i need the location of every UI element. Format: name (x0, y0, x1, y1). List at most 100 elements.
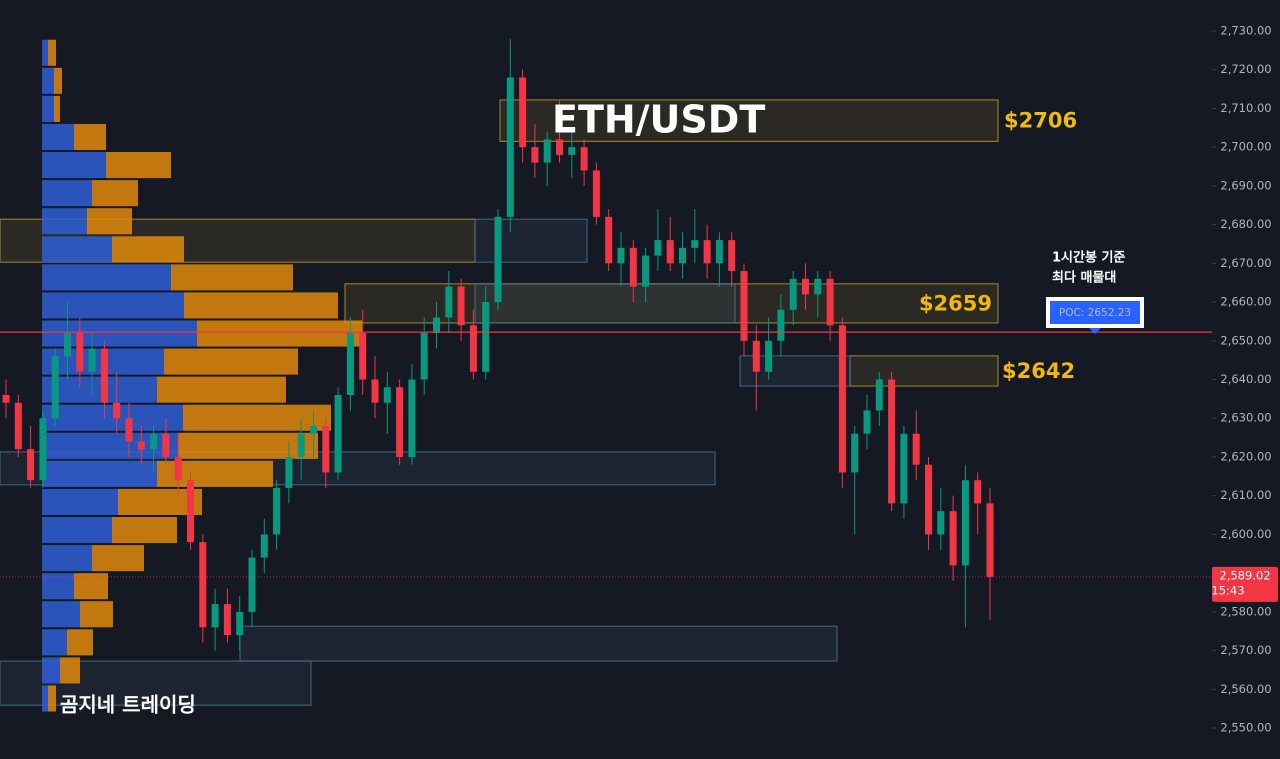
candle-body (605, 216, 613, 264)
zone (239, 625, 838, 662)
candle-body (273, 487, 281, 535)
candle-body (900, 433, 908, 504)
candle-body (162, 433, 170, 457)
y-tick-label: 2,580.00 (1220, 604, 1271, 618)
candle-body (863, 410, 871, 434)
candle-body (113, 402, 121, 419)
profile-sell (183, 404, 331, 431)
candle-body (654, 240, 662, 256)
candle-body (137, 441, 145, 450)
y-tick-label: 2,620.00 (1220, 449, 1271, 463)
candle-body (236, 611, 244, 636)
candle-body (14, 402, 22, 450)
profile-buy (42, 67, 54, 94)
candle-body (2, 394, 10, 403)
candle-body (64, 333, 71, 357)
price-axis: 2,550.002,560.002,570.002,580.002,590.00… (1211, 23, 1278, 735)
profile-sell (74, 573, 108, 600)
candle-body (961, 480, 969, 566)
candles (2, 38, 994, 651)
y-tick-label: 2,690.00 (1220, 178, 1271, 192)
candle-body (949, 511, 957, 566)
profile-buy (42, 180, 92, 207)
profile-buy (42, 488, 118, 516)
profile-sell (60, 657, 80, 684)
profile-buy (42, 432, 178, 459)
profile-sell (54, 67, 62, 94)
candle-body (888, 379, 896, 504)
profile-sell (74, 123, 106, 151)
profile-buy (42, 292, 184, 319)
candle-body (740, 271, 748, 341)
profile-sell (48, 685, 56, 712)
y-tick-label: 2,710.00 (1220, 101, 1271, 115)
candle-body (851, 433, 859, 473)
profile-buy (42, 236, 112, 263)
profile-sell (80, 601, 113, 628)
profile-buy (42, 208, 87, 235)
profile-sell (106, 152, 171, 179)
profile-sell (178, 432, 318, 459)
profile-buy (42, 573, 74, 600)
y-tick-label: 2,600.00 (1220, 527, 1271, 541)
candle-body (248, 557, 256, 612)
poc-label: POC: 2652.23 (1059, 307, 1131, 319)
candle-body (420, 333, 428, 380)
profile-sell (92, 545, 144, 572)
candle-body (482, 302, 490, 372)
candle-body (826, 278, 834, 326)
candle-body (617, 247, 625, 264)
candle-body (371, 379, 379, 403)
zone-label: $2659 (919, 291, 992, 315)
profile-sell (171, 264, 293, 291)
candle-body (556, 139, 563, 155)
y-tick-label: 2,610.00 (1220, 488, 1271, 502)
candle-body (297, 433, 305, 457)
candle-body (925, 464, 932, 535)
last-price-time: 15:43 (1211, 583, 1244, 597)
watermark: 곰지네 트레이딩 (60, 693, 196, 717)
candle-body (211, 604, 219, 628)
candle-body (223, 604, 231, 636)
profile-buy (42, 517, 112, 544)
zone (474, 218, 588, 263)
candle-body (519, 77, 527, 148)
candle-body (100, 348, 108, 403)
candle-body (125, 418, 133, 442)
poc-box (1050, 301, 1140, 324)
candle-body (814, 278, 822, 295)
y-tick-label: 2,630.00 (1220, 411, 1271, 425)
profile-buy (42, 629, 67, 656)
y-tick-label: 2,700.00 (1220, 140, 1271, 154)
candle-body (408, 379, 416, 457)
candle-body (802, 278, 809, 295)
profile-buy (42, 39, 48, 66)
profile-sell (197, 320, 362, 347)
candle-body (346, 333, 354, 395)
candle-body (642, 255, 650, 287)
profile-buy (42, 264, 171, 291)
y-tick-label: 2,570.00 (1220, 643, 1271, 657)
y-tick-label: 2,650.00 (1220, 333, 1271, 347)
candle-body (445, 286, 453, 318)
candle-body (187, 480, 194, 543)
candle-body (838, 325, 846, 473)
candle-body (469, 325, 477, 372)
candle-body (322, 425, 330, 473)
candle-body (765, 340, 773, 372)
candle-body (359, 333, 367, 380)
profile-sell (112, 236, 184, 263)
profile-buy (42, 545, 92, 572)
candle-body (629, 247, 637, 287)
volume-profile (42, 39, 362, 712)
candle-body (383, 387, 391, 403)
candle-body (580, 147, 588, 171)
candle-body (310, 425, 317, 434)
profile-buy (42, 376, 157, 403)
candle-body (285, 456, 293, 488)
candle-body (666, 240, 674, 264)
candle-body (506, 77, 514, 217)
candle-body (199, 542, 207, 628)
profile-sell (184, 292, 338, 319)
